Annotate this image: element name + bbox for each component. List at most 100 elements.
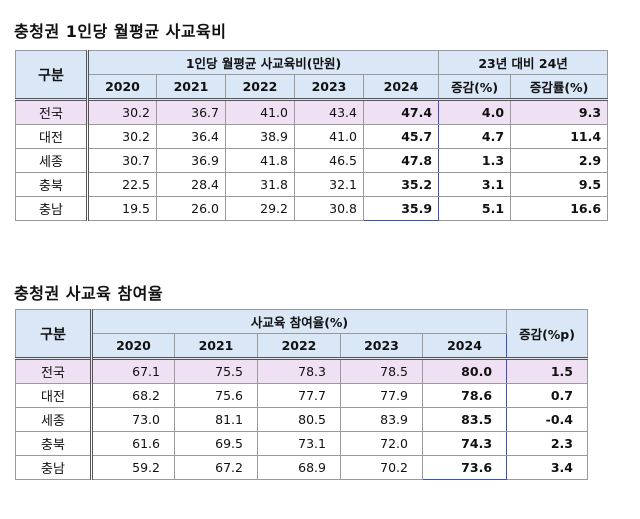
value-cell: 83.9 (340, 407, 423, 432)
value-cell: 38.9 (225, 124, 295, 149)
value-cell: 41.0 (294, 124, 364, 149)
change-cell: 0.7 (506, 383, 589, 408)
value-cell: 31.8 (225, 172, 295, 197)
value-cell: 72.0 (340, 431, 423, 456)
value-cell: 67.2 (174, 455, 258, 480)
table-row: 대전 68.2 75.6 77.7 77.9 78.6 0.7 (15, 383, 589, 408)
value-cell: 30.7 (86, 148, 157, 173)
diff-cell: 1.3 (438, 148, 512, 173)
value-cell: 75.5 (174, 357, 258, 384)
value-cell: 59.2 (90, 455, 175, 480)
value-cell: 75.6 (174, 383, 258, 408)
table1-title: 충청권 1인당 월평균 사교육비 (14, 22, 227, 41)
value-cell: 74.3 (421, 431, 508, 456)
diff-cell: 3.1 (438, 172, 512, 197)
region-label: 전국 (15, 357, 92, 384)
diff-header: 증감(%) (438, 74, 512, 100)
region-label: 전국 (15, 98, 88, 125)
value-cell: 30.8 (294, 196, 364, 221)
region-label: 충북 (15, 431, 92, 456)
year-header: 2020 (90, 333, 175, 359)
participation-group-header: 사교육 참여율(%) (89, 309, 508, 334)
value-cell: 35.9 (362, 196, 440, 221)
value-cell: 73.0 (90, 407, 175, 432)
change-cell: 2.3 (506, 431, 589, 456)
value-cell: 45.7 (362, 124, 440, 149)
value-cell: 61.6 (90, 431, 175, 456)
table2-title: 충청권 사교육 참여율 (14, 284, 164, 303)
value-cell: 47.8 (362, 148, 440, 173)
rate-header: 증감률(%) (510, 74, 609, 100)
table-row: 충남 59.2 67.2 68.9 70.2 73.6 3.4 (15, 455, 589, 480)
value-cell: 36.7 (156, 98, 226, 125)
year-header: 2020 (86, 74, 157, 100)
table-row: 충북 22.5 28.4 31.8 32.1 35.2 3.1 9.5 (15, 172, 609, 197)
value-cell: 32.1 (294, 172, 364, 197)
rate-cell: 11.4 (510, 124, 609, 149)
table-row: 세종 30.7 36.9 41.8 46.5 47.8 1.3 2.9 (15, 148, 609, 173)
region-label: 세종 (15, 148, 88, 173)
value-cell: 78.6 (421, 383, 508, 408)
diff-cell: 4.7 (438, 124, 512, 149)
value-cell: 73.6 (421, 455, 508, 480)
year-header: 2023 (340, 333, 423, 359)
rate-cell: 16.6 (510, 196, 609, 221)
value-cell: 36.4 (156, 124, 226, 149)
region-label: 충북 (15, 172, 88, 197)
gubun-header: 구분 (15, 309, 92, 359)
region-label: 대전 (15, 124, 88, 149)
year-header: 2022 (225, 74, 295, 100)
value-cell: 67.1 (90, 357, 175, 384)
year-header: 2021 (174, 333, 258, 359)
compare-group-header: 23년 대비 24년 (438, 50, 609, 75)
private-education-cost-table: 구분 1인당 월평균 사교육비(만원) 23년 대비 24년 2020 2021… (15, 50, 609, 221)
value-cell: 77.7 (257, 383, 341, 408)
value-cell: 47.4 (362, 98, 440, 125)
value-cell: 80.5 (257, 407, 341, 432)
table-row: 세종 73.0 81.1 80.5 83.9 83.5 -0.4 (15, 407, 589, 432)
value-cell: 30.2 (86, 124, 157, 149)
value-cell: 29.2 (225, 196, 295, 221)
table-row: 충북 61.6 69.5 73.1 72.0 74.3 2.3 (15, 431, 589, 456)
value-cell: 68.9 (257, 455, 341, 480)
value-cell: 46.5 (294, 148, 364, 173)
value-cell: 68.2 (90, 383, 175, 408)
year-header: 2023 (294, 74, 364, 100)
rate-cell: 9.5 (510, 172, 609, 197)
change-cell: -0.4 (506, 407, 589, 432)
value-cell: 41.0 (225, 98, 295, 125)
table-row: 전국 30.2 36.7 41.0 43.4 47.4 4.0 9.3 (15, 98, 609, 125)
value-cell: 78.5 (340, 357, 423, 384)
participation-rate-table: 구분 사교육 참여율(%) 증감(%p) 2020 2021 2022 2023… (15, 309, 589, 480)
value-cell: 35.2 (362, 172, 440, 197)
value-cell: 43.4 (294, 98, 364, 125)
value-cell: 78.3 (257, 357, 341, 384)
value-cell: 70.2 (340, 455, 423, 480)
rate-cell: 2.9 (510, 148, 609, 173)
value-cell: 30.2 (86, 98, 157, 125)
year-header: 2022 (257, 333, 341, 359)
value-cell: 80.0 (421, 357, 508, 384)
year-header: 2024 (421, 333, 508, 359)
rate-cell: 9.3 (510, 98, 609, 125)
region-label: 충남 (15, 196, 88, 221)
value-cell: 26.0 (156, 196, 226, 221)
region-label: 대전 (15, 383, 92, 408)
year-header: 2024 (362, 74, 440, 100)
value-cell: 77.9 (340, 383, 423, 408)
value-cell: 22.5 (86, 172, 157, 197)
value-cell: 41.8 (225, 148, 295, 173)
change-cell: 3.4 (506, 455, 589, 480)
diff-cell: 4.0 (438, 98, 512, 125)
value-cell: 73.1 (257, 431, 341, 456)
diff-cell: 5.1 (438, 196, 512, 221)
change-header: 증감(%p) (506, 309, 589, 359)
gubun-header: 구분 (15, 50, 88, 100)
value-cell: 69.5 (174, 431, 258, 456)
value-cell: 28.4 (156, 172, 226, 197)
value-cell: 19.5 (86, 196, 157, 221)
value-cell: 83.5 (421, 407, 508, 432)
table-row: 대전 30.2 36.4 38.9 41.0 45.7 4.7 11.4 (15, 124, 609, 149)
value-cell: 36.9 (156, 148, 226, 173)
table-row: 충남 19.5 26.0 29.2 30.8 35.9 5.1 16.6 (15, 196, 609, 221)
